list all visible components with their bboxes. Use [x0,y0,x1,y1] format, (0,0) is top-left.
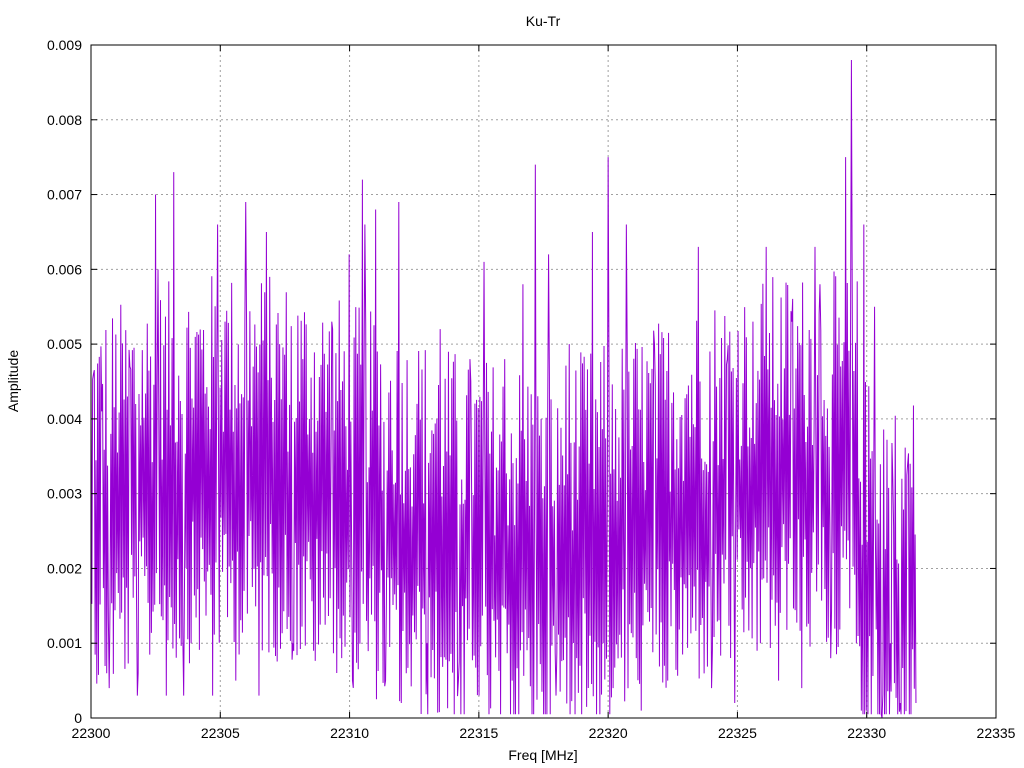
y-axis-title: Amplitude [5,350,21,412]
series-line-group [90,59,917,719]
y-tick-label: 0.009 [47,37,82,53]
y-tick-label: 0.004 [47,411,82,427]
x-tick-label: 22330 [847,725,886,741]
y-tick-label: 0.006 [47,261,82,277]
y-tick-label: 0 [74,710,82,726]
series-line [90,59,917,719]
y-tick-label: 0.005 [47,336,82,352]
axis-ticks [90,44,997,719]
y-tick-label: 0.003 [47,486,82,502]
y-tick-label: 0.001 [47,635,82,651]
y-tick-label: 0.008 [47,112,82,128]
x-tick-label: 22300 [72,725,111,741]
x-tick-label: 22305 [201,725,240,741]
chart-title: Ku-Tr [526,13,561,29]
x-axis-title: Freq [MHz] [508,747,577,763]
x-tick-label: 22315 [459,725,498,741]
x-tick-label: 22335 [977,725,1016,741]
x-tick-labels: 22300 22305 22310 22315 22320 22325 22330 22335 [72,725,1016,741]
y-tick-label: 0.007 [47,187,82,203]
x-tick-label: 22325 [718,725,757,741]
y-tick-labels: 0 0.001 0.002 0.003 0.004 0.005 0.006 0.007 0.00… [47,37,82,726]
x-tick-label: 22310 [330,725,369,741]
y-tick-label: 0.002 [47,560,82,576]
plot-frame [90,44,997,719]
x-tick-label: 22320 [589,725,628,741]
